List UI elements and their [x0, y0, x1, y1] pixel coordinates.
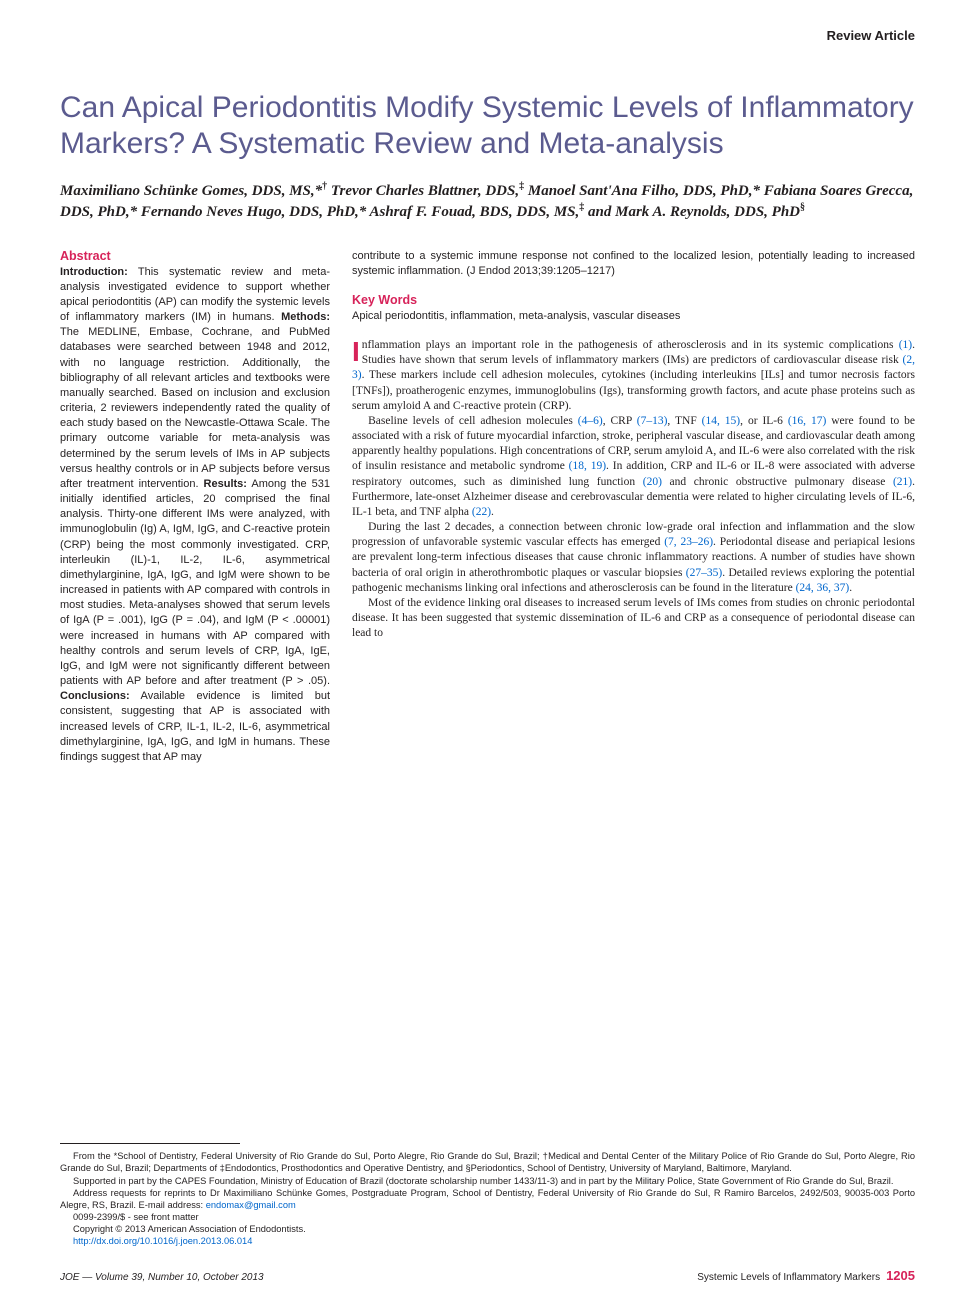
- footnote-issn: 0099-2399/$ - see front matter: [60, 1211, 915, 1223]
- abstract-results-label: Results:: [204, 478, 247, 490]
- footer-journal-info: JOE — Volume 39, Number 10, October 2013: [60, 1272, 264, 1283]
- footnote-funding: Supported in part by the CAPES Foundatio…: [60, 1175, 915, 1187]
- correspondence-email[interactable]: endomax@gmail.com: [206, 1200, 296, 1210]
- body-paragraph-1: Inflammation plays an important role in …: [352, 338, 915, 414]
- keywords-heading: Key Words: [352, 293, 915, 307]
- footer-running-title: Systemic Levels of Inflammatory Markers: [697, 1272, 880, 1283]
- abstract-heading: Abstract: [60, 249, 330, 263]
- doi-link[interactable]: http://dx.doi.org/10.1016/j.joen.2013.06…: [73, 1236, 252, 1246]
- abstract-results-text: Among the 531 initially identified artic…: [60, 478, 330, 687]
- article-title: Can Apical Periodontitis Modify Systemic…: [60, 90, 915, 162]
- author-list: Maximiliano Schünke Gomes, DDS, MS,*† Tr…: [60, 180, 915, 223]
- abstract-conclusions-label: Conclusions:: [60, 690, 130, 702]
- body-paragraph-4: Most of the evidence linking oral diseas…: [352, 596, 915, 642]
- footnote-copyright: Copyright © 2013 American Association of…: [60, 1223, 915, 1235]
- body-paragraph-2: Baseline levels of cell adhesion molecul…: [352, 414, 915, 520]
- keywords-body: Apical periodontitis, inflammation, meta…: [352, 309, 915, 324]
- footnote-rule: [60, 1143, 240, 1144]
- abstract-continuation: contribute to a systemic immune response…: [352, 249, 915, 279]
- footnote-affiliations: From the *School of Dentistry, Federal U…: [60, 1150, 915, 1174]
- abstract-methods-label: Methods:: [281, 311, 330, 323]
- footnote-doi: http://dx.doi.org/10.1016/j.joen.2013.06…: [60, 1235, 915, 1247]
- page-footer: JOE — Volume 39, Number 10, October 2013…: [60, 1268, 915, 1283]
- right-column: contribute to a systemic immune response…: [352, 249, 915, 766]
- two-column-layout: Abstract Introduction: This systematic r…: [60, 249, 915, 766]
- abstract-intro-label: Introduction:: [60, 266, 128, 278]
- footnotes: From the *School of Dentistry, Federal U…: [60, 1143, 915, 1247]
- body-paragraph-3: During the last 2 decades, a connection …: [352, 520, 915, 596]
- left-column: Abstract Introduction: This systematic r…: [60, 249, 330, 766]
- dropcap: I: [352, 338, 362, 364]
- page-number: 1205: [886, 1268, 915, 1283]
- footnote-correspondence: Address requests for reprints to Dr Maxi…: [60, 1187, 915, 1211]
- article-type-label: Review Article: [827, 28, 915, 43]
- abstract-methods-text: The MEDLINE, Embase, Cochrane, and PubMe…: [60, 326, 330, 490]
- abstract-body: Introduction: This systematic review and…: [60, 265, 330, 766]
